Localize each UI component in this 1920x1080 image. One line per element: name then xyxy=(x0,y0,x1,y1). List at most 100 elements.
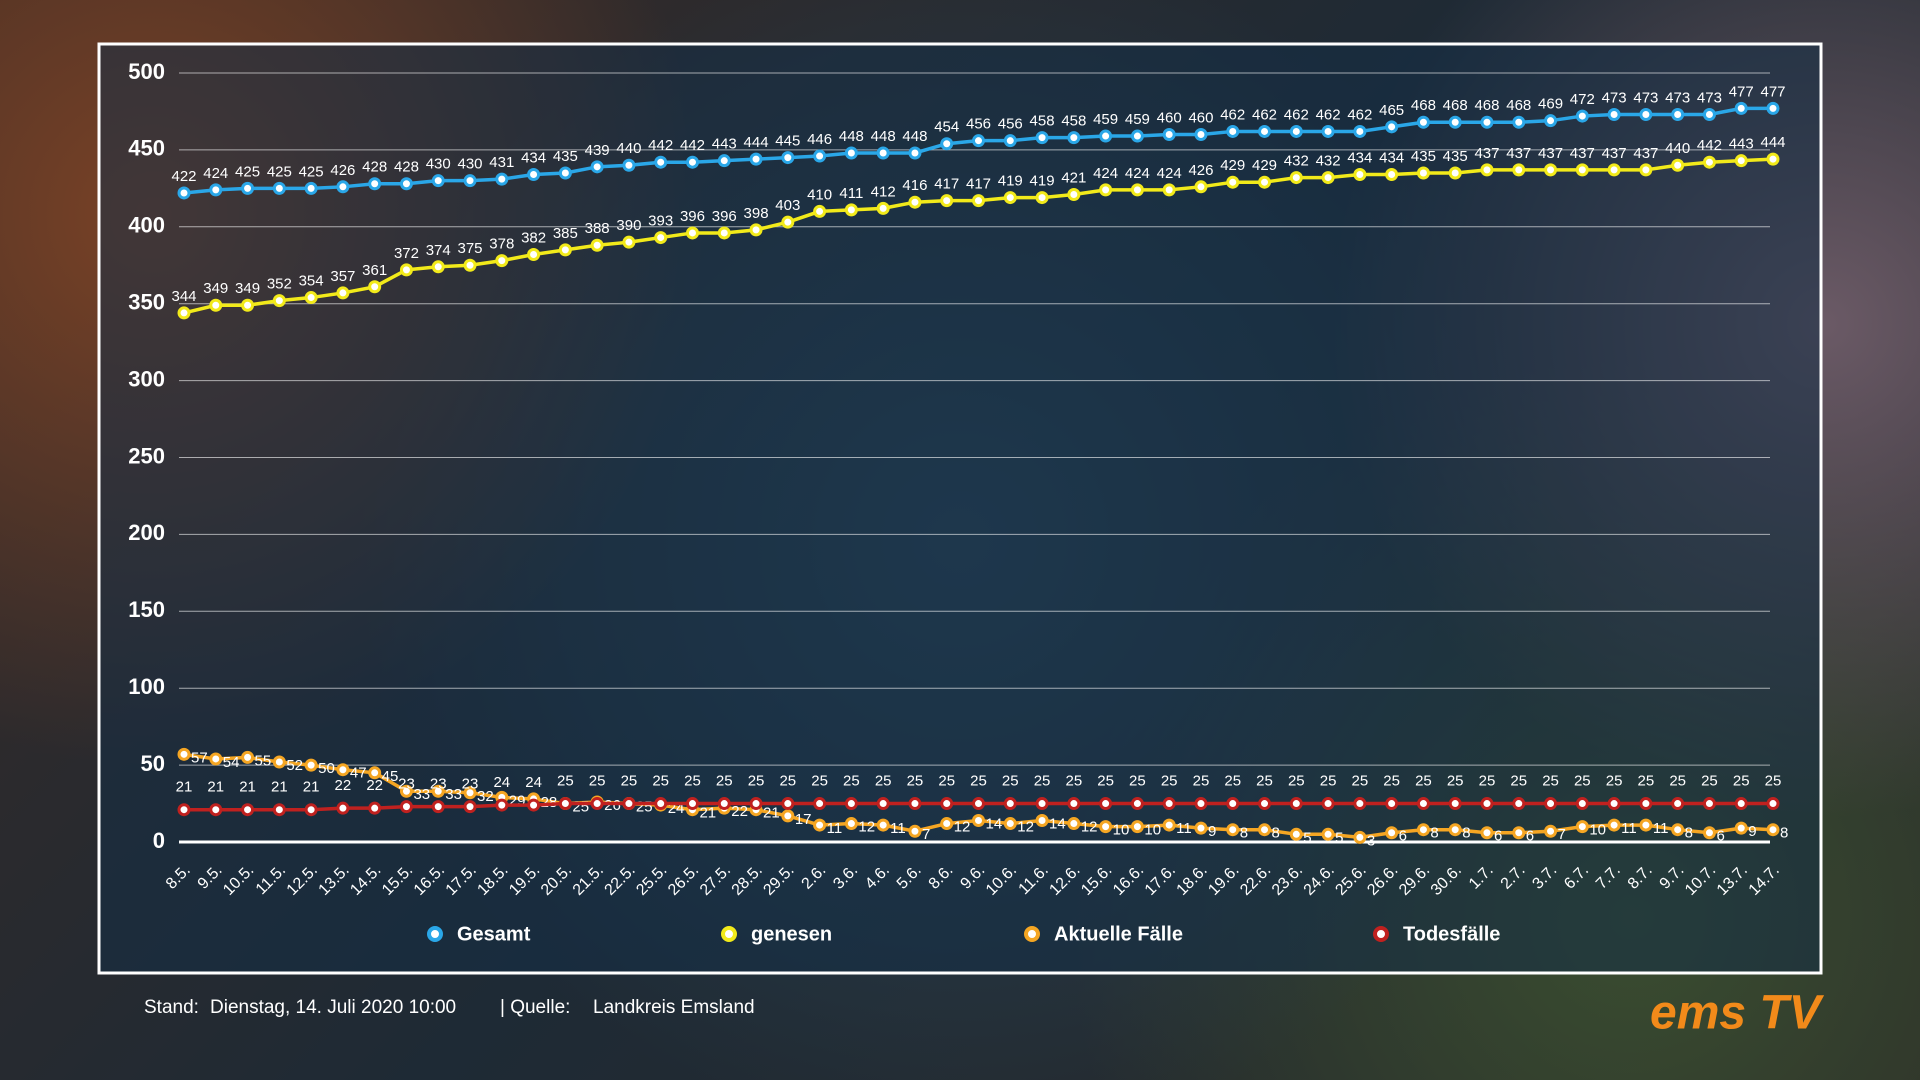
data-point xyxy=(241,298,255,312)
data-label: 424 xyxy=(1093,165,1118,182)
data-point xyxy=(304,803,318,817)
data-point xyxy=(940,194,954,208)
data-label: 25 xyxy=(1447,773,1464,790)
y-tick-label: 500 xyxy=(128,59,165,84)
y-tick-label: 300 xyxy=(128,366,165,391)
data-label: 33 xyxy=(413,786,430,803)
data-point xyxy=(1162,183,1176,197)
data-point xyxy=(1035,797,1049,811)
data-label: 14 xyxy=(1049,815,1066,832)
data-label: 473 xyxy=(1665,89,1690,106)
y-tick-label: 150 xyxy=(128,597,165,622)
data-label: 25 xyxy=(1542,773,1559,790)
data-label: 456 xyxy=(998,116,1023,133)
data-point xyxy=(1162,128,1176,142)
data-point xyxy=(972,813,985,827)
data-point xyxy=(431,800,445,814)
data-label: 22 xyxy=(731,803,748,820)
data-label: 5 xyxy=(1303,829,1311,846)
data-point xyxy=(1734,154,1748,168)
data-label: 469 xyxy=(1538,96,1563,113)
data-label: 349 xyxy=(235,280,260,297)
data-point xyxy=(622,158,636,172)
data-point xyxy=(908,797,922,811)
data-label: 25 xyxy=(589,773,606,790)
data-label: 398 xyxy=(744,205,769,222)
data-point xyxy=(749,223,763,237)
data-point xyxy=(209,183,223,197)
data-point xyxy=(1067,817,1081,831)
data-label: 47 xyxy=(350,765,367,782)
data-point xyxy=(1130,129,1144,143)
data-point xyxy=(685,797,699,811)
data-label: 434 xyxy=(521,149,546,166)
data-point xyxy=(1289,797,1303,811)
data-label: 25 xyxy=(1034,773,1051,790)
data-label: 468 xyxy=(1443,97,1468,114)
data-label: 11 xyxy=(890,820,906,837)
data-label: 430 xyxy=(426,156,451,173)
data-point xyxy=(177,803,191,817)
data-point xyxy=(1575,820,1589,834)
data-point xyxy=(1385,826,1399,840)
data-point xyxy=(1035,813,1049,827)
data-point xyxy=(1353,124,1367,138)
data-point xyxy=(1003,191,1017,205)
data-label: 10 xyxy=(1589,822,1606,839)
data-point xyxy=(622,797,636,811)
data-label: 456 xyxy=(966,116,991,133)
data-label: 25 xyxy=(1669,773,1686,790)
data-label: 435 xyxy=(1443,148,1468,165)
data-point xyxy=(1512,826,1526,840)
data-label: 349 xyxy=(203,280,228,297)
data-label: 25 xyxy=(557,773,574,790)
data-label: 344 xyxy=(171,288,196,305)
data-label: 22 xyxy=(366,777,383,794)
data-label: 473 xyxy=(1697,89,1722,106)
data-label: 434 xyxy=(1379,149,1404,166)
data-point xyxy=(813,797,827,811)
data-point xyxy=(717,154,731,168)
data-label: 411 xyxy=(839,185,863,202)
data-point xyxy=(431,784,445,798)
data-label: 10 xyxy=(1144,822,1161,839)
data-point xyxy=(1639,797,1653,811)
data-point xyxy=(1226,823,1240,837)
data-label: 25 xyxy=(716,773,733,790)
data-label: 473 xyxy=(1602,89,1627,106)
data-label: 382 xyxy=(521,229,546,246)
data-point xyxy=(1416,166,1430,180)
data-point xyxy=(209,752,223,766)
data-point xyxy=(1289,124,1303,138)
data-label: 435 xyxy=(553,148,578,165)
data-point xyxy=(1544,114,1558,128)
data-point xyxy=(1702,108,1716,122)
data-point xyxy=(304,758,318,772)
data-point xyxy=(813,149,827,163)
data-label: 25 xyxy=(1415,773,1432,790)
data-label: 442 xyxy=(648,137,673,154)
data-point xyxy=(781,151,795,165)
data-point xyxy=(972,797,985,811)
data-label: 54 xyxy=(223,754,240,771)
data-label: 21 xyxy=(303,779,320,796)
data-label: 24 xyxy=(525,774,542,791)
data-label: 25 xyxy=(1733,773,1750,790)
data-label: 352 xyxy=(267,276,292,293)
data-label: 460 xyxy=(1157,109,1182,126)
data-label: 444 xyxy=(1760,134,1785,151)
data-label: 25 xyxy=(1510,773,1527,790)
data-label: 390 xyxy=(616,217,641,234)
data-label: 437 xyxy=(1633,145,1658,162)
data-label: 417 xyxy=(934,176,959,193)
data-label: 23 xyxy=(398,776,415,793)
data-label: 432 xyxy=(1284,153,1309,170)
data-point xyxy=(590,238,604,252)
data-label: 435 xyxy=(1411,148,1436,165)
data-point xyxy=(1289,827,1303,841)
data-label: 25 xyxy=(1161,773,1178,790)
data-point xyxy=(1448,115,1462,129)
data-point xyxy=(1099,820,1113,834)
data-label: 12 xyxy=(858,819,875,836)
data-label: 11 xyxy=(1176,820,1192,837)
